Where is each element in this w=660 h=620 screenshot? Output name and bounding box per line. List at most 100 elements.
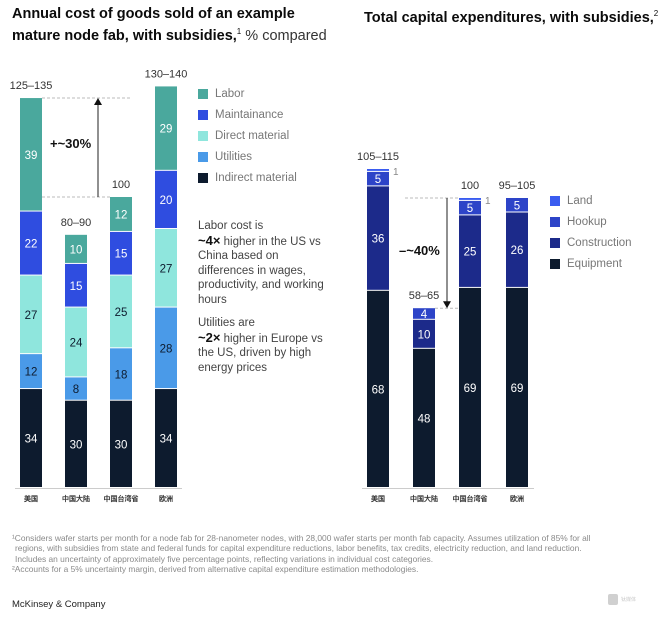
- legend-item: Direct material: [198, 125, 297, 146]
- bar-total-label: 100: [112, 179, 130, 191]
- arrow-head-icon: [94, 98, 102, 106]
- bar-value-label: 24: [70, 338, 83, 350]
- bar-segment: [459, 200, 481, 215]
- legend-swatch: [198, 88, 208, 99]
- footnote-1-cont: regions, with subsidies from state and f…: [15, 543, 582, 554]
- bar-segment: [110, 275, 132, 348]
- x-tick-label: 美国: [24, 494, 38, 503]
- legend-item: Labor: [198, 83, 297, 104]
- bar-total-label: 105–115: [357, 151, 399, 163]
- legend-swatch: [198, 151, 208, 162]
- bar-total-label: 125–135: [10, 80, 53, 92]
- x-tick-label: 欧洲: [510, 494, 524, 503]
- legend-swatch: [550, 258, 560, 269]
- legend-item: Maintainance: [198, 104, 297, 125]
- bar-segment: [413, 319, 435, 348]
- delta-annotation: +~30%: [50, 136, 92, 151]
- bar-segment: [459, 198, 481, 200]
- legend-item: Equipment: [550, 253, 632, 274]
- legend-label: Construction: [567, 236, 632, 249]
- bar-segment: [367, 290, 389, 487]
- bar-segment: [367, 186, 389, 290]
- bar-value-label: 68: [372, 384, 385, 396]
- bar-value-label: 5: [467, 203, 473, 215]
- x-tick-label: 中国大陆: [410, 494, 438, 503]
- right-chart-title: Total capital expenditures, with subsidi…: [364, 5, 660, 27]
- utilities-note-multiplier: ~2×: [198, 329, 221, 345]
- bar-total-label: 95–105: [499, 180, 536, 192]
- footnote-2: ²Accounts for a 5% uncertainty margin, d…: [12, 563, 419, 574]
- bar-value-label: 28: [160, 343, 173, 355]
- right-legend: Land Hookup Construction Equipment: [550, 190, 632, 274]
- bar-value-label: 30: [70, 439, 83, 451]
- bar-segment: [20, 389, 42, 487]
- footnote-1-cont2: Includes an uncertainty of approximately…: [15, 553, 434, 564]
- bar-value-label: 25: [115, 307, 128, 319]
- footnote-1: ¹Considers wafer starts per month for a …: [12, 533, 591, 543]
- bar-value-label: 12: [25, 367, 38, 379]
- bar-value-label: 27: [160, 263, 173, 275]
- bar-value-label: 1: [393, 167, 399, 178]
- bar-value-label: 29: [160, 124, 173, 136]
- legend-label: Equipment: [567, 257, 622, 270]
- brand-logo: McKinsey & Company: [12, 599, 106, 610]
- watermark: 钛媒体: [608, 594, 636, 605]
- bar-segment: [110, 231, 132, 275]
- bar-value-label: 20: [160, 195, 173, 207]
- legend-swatch: [550, 237, 560, 248]
- bar-segment: [65, 234, 87, 263]
- utilities-note: Utilities are ~2× higher in Europe vs th…: [198, 316, 328, 375]
- charts-canvas: 3412272239125–135美国30824151080–90中国大陆301…: [10, 68, 536, 503]
- bar-segment: [413, 348, 435, 487]
- bar-value-label: 34: [25, 434, 38, 446]
- bar-segment: [20, 275, 42, 354]
- bar-segment: [155, 86, 177, 170]
- bar-value-label: 26: [511, 245, 524, 257]
- bar-value-label: 15: [115, 249, 128, 261]
- bar-value-label: 8: [73, 384, 79, 396]
- legend-swatch: [550, 195, 560, 206]
- bar-value-label: 5: [375, 174, 381, 186]
- bar-segment: [367, 171, 389, 186]
- bar-segment: [110, 348, 132, 400]
- x-tick-label: 美国: [371, 494, 385, 503]
- legend-item: Land: [550, 190, 632, 211]
- bar-value-label: 4: [421, 309, 428, 321]
- arrow-head-icon: [443, 301, 451, 309]
- bar-value-label: 69: [511, 383, 524, 395]
- bar-segment: [155, 389, 177, 487]
- bar-segment: [110, 197, 132, 231]
- bar-segment: [65, 263, 87, 307]
- bar-total-label: 100: [461, 180, 479, 192]
- bar-value-label: 1: [485, 196, 491, 207]
- bar-segment: [20, 98, 42, 211]
- legend-label: Maintainance: [215, 108, 284, 121]
- legend-label: Utilities: [215, 150, 253, 163]
- utilities-note-post: higher in Europe vs the US, driven by hi…: [198, 332, 323, 374]
- legend-item: Indirect material: [198, 167, 297, 188]
- legend-item: Hookup: [550, 211, 632, 232]
- legend-label: Indirect material: [215, 171, 297, 184]
- x-tick-label: 中国大陆: [62, 494, 90, 503]
- labor-note-pre: Labor cost is: [198, 220, 264, 232]
- bar-segment: [65, 307, 87, 377]
- bar-segment: [155, 307, 177, 389]
- legend-label: Land: [567, 194, 593, 207]
- bar-segment: [65, 400, 87, 487]
- bar-value-label: 27: [25, 310, 38, 322]
- left-legend: Labor Maintainance Direct material Utilitie…: [198, 83, 297, 188]
- left-chart-title: Annual cost of goods sold of an example …: [12, 5, 332, 45]
- bar-segment: [20, 211, 42, 275]
- footnotes: ¹Considers wafer starts per month for a …: [12, 533, 652, 574]
- watermark-text: 钛媒体: [621, 596, 637, 603]
- bar-value-label: 10: [418, 329, 431, 341]
- bar-value-label: 25: [464, 247, 477, 259]
- bar-segment: [413, 308, 435, 319]
- legend-item: Utilities: [198, 146, 297, 167]
- labor-note: Labor cost is ~4× higher in the US vs Ch…: [198, 219, 328, 307]
- watermark-icon: [608, 594, 618, 605]
- bar-value-label: 5: [514, 200, 520, 212]
- delta-annotation: –~40%: [399, 243, 440, 258]
- legend-swatch: [198, 130, 208, 141]
- bar-value-label: 22: [25, 239, 38, 251]
